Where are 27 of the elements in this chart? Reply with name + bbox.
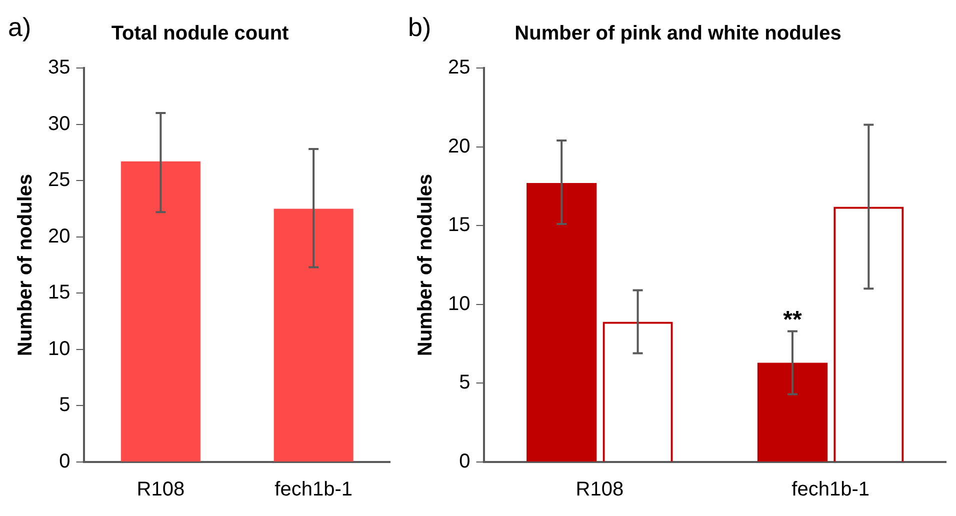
y-tick-label: 35 xyxy=(48,56,70,79)
y-tick-label: 20 xyxy=(48,225,70,248)
bar xyxy=(526,183,597,462)
y-tick-label: 5 xyxy=(459,372,470,394)
y-tick-label: 10 xyxy=(448,292,470,315)
x-tick-label: R108 xyxy=(576,478,624,501)
y-axis-title: Number of nodules xyxy=(414,174,437,356)
y-tick-label: 0 xyxy=(59,450,70,473)
x-tick-label: fech1b-1 xyxy=(274,478,352,501)
text: a) xyxy=(8,12,32,43)
y-tick-label: 10 xyxy=(48,338,70,360)
y-axis-title: Number of nodules xyxy=(14,174,37,356)
x-tick-label: fech1b-1 xyxy=(792,478,870,501)
y-tick-label: 25 xyxy=(448,56,470,79)
y-tick-label: 15 xyxy=(448,214,470,236)
y-tick-label: 0 xyxy=(459,450,470,473)
x-tick-label: R108 xyxy=(136,478,185,501)
y-tick-label: 30 xyxy=(48,112,70,135)
chart-title: Total nodule count xyxy=(111,22,290,45)
y-tick-label: 25 xyxy=(48,169,70,192)
y-tick-label: 15 xyxy=(48,282,70,304)
y-tick-label: 5 xyxy=(59,394,70,416)
text: b) xyxy=(408,12,432,43)
bar xyxy=(757,362,828,462)
y-tick-label: 20 xyxy=(448,135,470,158)
chart-title: Number of pink and white nodules xyxy=(514,22,842,45)
annotation: ** xyxy=(783,306,802,334)
